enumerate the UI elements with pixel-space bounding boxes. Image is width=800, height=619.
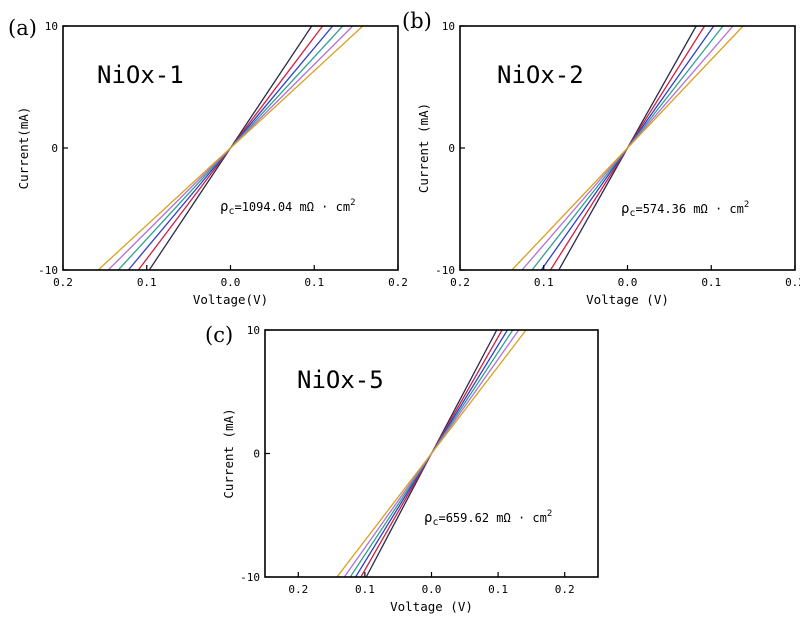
x-tick-label: 0.2 — [785, 276, 800, 289]
series-group — [336, 330, 527, 577]
y-tick-label: 10 — [247, 324, 260, 337]
contact-resistivity-label: ρc=574.36 mΩ · cm2 — [621, 200, 749, 219]
y-tick-label: 0 — [448, 142, 455, 155]
x-tick-label: 0.1 — [304, 276, 324, 289]
y-axis-title: Current(mA) — [16, 107, 31, 190]
sample-label: NiOx-2 — [497, 61, 584, 89]
series-group — [511, 26, 744, 270]
series-line — [97, 26, 364, 270]
series-line — [336, 330, 527, 577]
contact-resistivity-label: ρc=659.62 mΩ · cm2 — [424, 509, 552, 528]
x-axis-title: Voltage(V) — [193, 292, 268, 307]
contact-resistivity-label: ρc=1094.04 mΩ · cm2 — [220, 198, 355, 217]
x-axis-title: Voltage (V) — [390, 599, 473, 614]
sample-label: NiOx-5 — [297, 366, 384, 394]
x-tick-label: 0.0 — [618, 276, 638, 289]
x-tick-label: 0.2 — [288, 583, 308, 596]
x-axis-title: Voltage (V) — [586, 292, 669, 307]
y-tick-label: 10 — [45, 20, 58, 33]
x-tick-label: 0.0 — [221, 276, 241, 289]
y-tick-label: 0 — [253, 448, 260, 461]
y-tick-label: -10 — [38, 264, 58, 277]
x-tick-label: 0.1 — [488, 583, 508, 596]
x-tick-label: 0.1 — [534, 276, 554, 289]
sample-label: NiOx-1 — [97, 61, 184, 89]
panel-label: (b) — [402, 9, 432, 33]
x-tick-label: 0.2 — [450, 276, 470, 289]
y-tick-label: 0 — [51, 142, 58, 155]
series-line — [511, 26, 744, 270]
x-tick-label: 0.2 — [53, 276, 73, 289]
series-group — [97, 26, 364, 270]
x-tick-label: 0.1 — [137, 276, 157, 289]
x-tick-label: 0.0 — [422, 583, 442, 596]
x-tick-label: 0.2 — [388, 276, 408, 289]
x-tick-label: 0.1 — [701, 276, 721, 289]
x-tick-label: 0.2 — [555, 583, 575, 596]
panel-label: (c) — [205, 323, 233, 347]
y-tick-label: 10 — [442, 20, 455, 33]
x-tick-label: 0.1 — [355, 583, 375, 596]
y-tick-label: -10 — [240, 571, 260, 584]
y-axis-title: Current (mA) — [221, 408, 236, 498]
chart-panel-a: 0.2 0.1 0.0 0.1 0.2-10010Voltage(V)Current(m… — [8, 16, 408, 307]
y-axis-title: Current (mA) — [416, 103, 431, 193]
y-tick-label: -10 — [435, 264, 455, 277]
chart-panel-c: 0.2 0.1 0.0 0.1 0.2 -10 0 10 Voltage (V) Current … — [205, 323, 599, 614]
panel-label: (a) — [8, 16, 37, 40]
